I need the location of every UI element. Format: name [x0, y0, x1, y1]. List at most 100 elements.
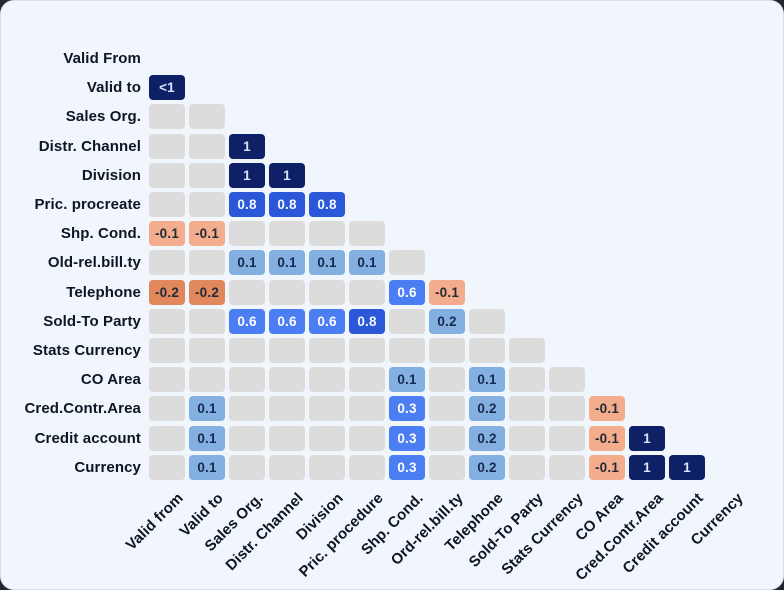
matrix-cell-empty	[149, 308, 185, 334]
row-label: Pric. procreate	[34, 196, 141, 213]
matrix-cell-empty	[309, 367, 345, 393]
matrix-cell-empty	[149, 104, 185, 130]
matrix-cell-empty	[269, 454, 305, 480]
matrix-cell: 0.1	[189, 396, 225, 422]
matrix-cell: 0.3	[389, 396, 425, 422]
matrix-cell: -0.2	[189, 279, 225, 305]
matrix-cell-empty	[149, 250, 185, 276]
matrix-cell: 0.1	[189, 454, 225, 480]
row-label: Shp. Cond.	[60, 225, 141, 243]
matrix-cell: 0.2	[469, 454, 505, 480]
row-label: Valid From	[63, 50, 141, 67]
matrix-cell-empty	[389, 308, 425, 334]
matrix-cell-empty	[269, 367, 305, 393]
matrix-cell-empty	[229, 454, 265, 480]
matrix-cell: 0.8	[229, 192, 265, 217]
matrix-cell: -0.1	[589, 425, 625, 451]
matrix-cell: <1	[149, 75, 185, 101]
matrix-cell-empty	[229, 221, 265, 247]
matrix-cell-empty	[189, 133, 225, 159]
matrix-cell-empty	[549, 425, 585, 451]
matrix-cell-empty	[149, 338, 185, 363]
row-label: Sales Org.	[65, 108, 141, 126]
matrix-cell-empty	[509, 396, 545, 422]
matrix-cell-empty	[189, 308, 225, 334]
matrix-cell: 0.3	[389, 454, 425, 480]
matrix-cell-empty	[229, 367, 265, 393]
matrix-cell-empty	[229, 279, 265, 305]
matrix-cell-empty	[349, 454, 385, 480]
row-label: Old-rel.bill.ty	[47, 254, 141, 272]
row-label: CO Area	[80, 371, 141, 389]
row-label: Cred.Contr.Area	[24, 400, 141, 418]
matrix-cell-empty	[149, 425, 185, 451]
matrix-cell-empty	[429, 338, 465, 363]
matrix-cell-empty	[349, 338, 385, 363]
matrix-cell: -0.2	[149, 279, 185, 305]
matrix-cell-empty	[149, 133, 185, 159]
matrix-cell-empty	[189, 162, 225, 188]
matrix-cell-empty	[429, 425, 465, 451]
matrix-cell: 1	[229, 133, 265, 159]
matrix-cell-empty	[189, 104, 225, 130]
matrix-cell: -0.1	[429, 279, 465, 305]
matrix-cell-empty	[309, 279, 345, 305]
matrix-cell: 0.2	[469, 425, 505, 451]
matrix-cell: 1	[629, 425, 665, 451]
matrix-cell-empty	[309, 396, 345, 422]
matrix-cell-empty	[469, 308, 505, 334]
matrix-cell-empty	[149, 396, 185, 422]
matrix-cell-empty	[309, 425, 345, 451]
matrix-cell-empty	[149, 454, 185, 480]
matrix-cell: -0.1	[149, 221, 185, 247]
matrix-cell: 1	[629, 454, 665, 480]
matrix-cell: 0.6	[269, 308, 305, 334]
matrix-cell-empty	[349, 425, 385, 451]
matrix-cell-empty	[389, 338, 425, 363]
matrix-cell: 0.1	[469, 367, 505, 393]
matrix-cell-empty	[469, 338, 505, 363]
matrix-cell: 0.6	[229, 308, 265, 334]
matrix-cell-empty	[349, 279, 385, 305]
matrix-cell-empty	[229, 396, 265, 422]
matrix-cell: 0.8	[269, 192, 305, 217]
row-label: Division	[81, 166, 141, 184]
matrix-cell: 0.2	[429, 308, 465, 334]
matrix-cell-empty	[229, 425, 265, 451]
matrix-cell: 0.1	[389, 367, 425, 393]
matrix-cell: 0.1	[269, 250, 305, 276]
matrix-cell-empty	[269, 338, 305, 363]
matrix-cell-empty	[509, 425, 545, 451]
matrix-cell-empty	[189, 192, 225, 217]
row-label: Telephone	[66, 283, 141, 301]
row-label: Credit account	[34, 429, 141, 447]
row-label: Currency	[74, 458, 141, 476]
matrix-cell: 0.1	[189, 425, 225, 451]
matrix-cell-empty	[229, 338, 265, 363]
matrix-cell: 0.8	[349, 308, 385, 334]
matrix-cell-empty	[149, 367, 185, 393]
matrix-cell-empty	[429, 367, 465, 393]
matrix-cell: 0.6	[389, 279, 425, 305]
matrix-cell-empty	[549, 454, 585, 480]
matrix-cell-empty	[269, 279, 305, 305]
matrix-cell-empty	[349, 367, 385, 393]
row-label: Sold-To Party	[43, 312, 141, 330]
matrix-cell-empty	[149, 162, 185, 188]
matrix-cell: 1	[669, 454, 705, 480]
matrix-cell-empty	[349, 396, 385, 422]
matrix-cell-empty	[189, 338, 225, 363]
matrix-cell: 0.1	[349, 250, 385, 276]
matrix-cell-empty	[509, 454, 545, 480]
row-label: Distr. Channel	[38, 137, 141, 155]
row-label: Stats Currency	[32, 342, 141, 359]
matrix-cell: 1	[229, 162, 265, 188]
matrix-cell: -0.1	[589, 454, 625, 480]
matrix-cell: 1	[269, 162, 305, 188]
matrix-cell-empty	[269, 425, 305, 451]
matrix-cell-empty	[269, 221, 305, 247]
matrix-cell-empty	[549, 396, 585, 422]
matrix-cell-empty	[389, 250, 425, 276]
